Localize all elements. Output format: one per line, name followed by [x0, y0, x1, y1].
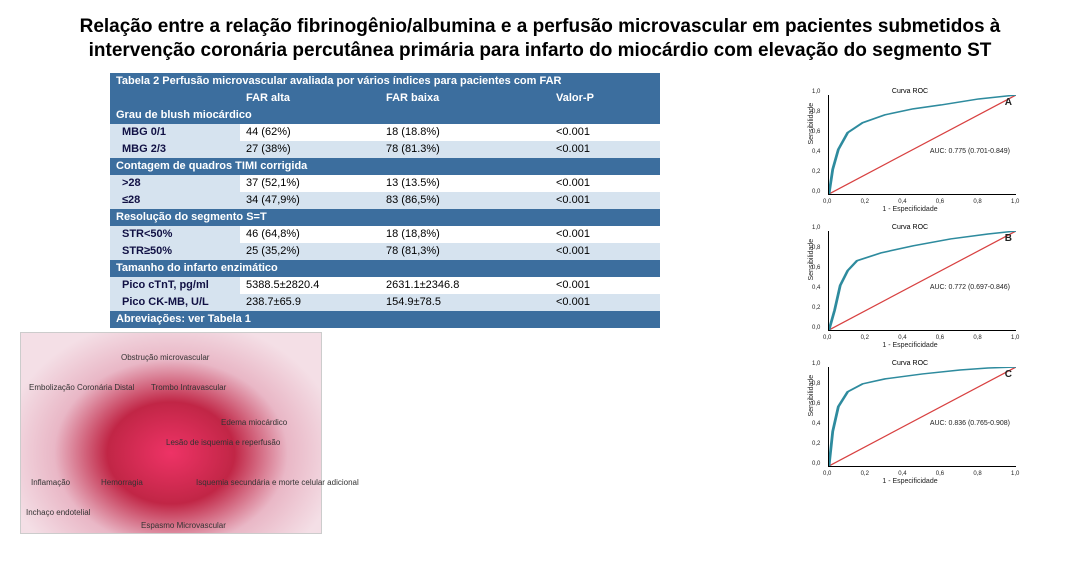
table-row: MBG 2/327 (38%)78 (81.3%)<0.001 [110, 141, 660, 158]
table-cell: 154.9±78.5 [380, 294, 550, 311]
table-cell: 78 (81,3%) [380, 243, 550, 260]
illus-label: Inflamação [31, 478, 70, 487]
table-cell: 83 (86,5%) [380, 192, 550, 209]
illus-label: Embolização Coronária Distal [29, 383, 134, 392]
table-cell: 27 (38%) [240, 141, 380, 158]
th-pvalue: Valor-P [550, 90, 660, 107]
table-cell: MBG 0/1 [110, 124, 240, 141]
microvascular-illustration: Obstrução microvascular Embolização Coron… [20, 332, 322, 534]
table-cell: 18 (18.8%) [380, 124, 550, 141]
table-cell: <0.001 [550, 175, 660, 192]
table-title: Tabela 2 Perfusão microvascular avaliada… [110, 73, 660, 90]
table-perfusao: Tabela 2 Perfusão microvascular avaliada… [110, 73, 660, 328]
table-cell: <0.001 [550, 294, 660, 311]
table-cell: Pico cTnT, pg/ml [110, 277, 240, 294]
main-row: Tabela 2 Perfusão microvascular avaliada… [20, 73, 1060, 534]
table-cell: 44 (62%) [240, 124, 380, 141]
illus-label: Hemorragia [101, 478, 143, 487]
illus-label: Trombo Intravascular [151, 383, 226, 392]
illus-label: Edema miocárdico [221, 418, 287, 427]
table-abbr: Abreviações: ver Tabela 1 [110, 311, 660, 328]
roc-auc: AUC: 0.775 (0.701-0.849) [930, 148, 1010, 155]
th-far-alta: FAR alta [240, 90, 380, 107]
illus-label: Espasmo Microvascular [141, 521, 226, 530]
table-cell: 46 (64,8%) [240, 226, 380, 243]
table-cell: Pico CK-MB, U/L [110, 294, 240, 311]
roc-letter: B [1005, 233, 1012, 244]
table-cell: 2631.1±2346.8 [380, 277, 550, 294]
table-cell: 34 (47,9%) [240, 192, 380, 209]
table-cell: STR≥50% [110, 243, 240, 260]
table-cell: 25 (35,2%) [240, 243, 380, 260]
illus-label: Lesão de isquemia e reperfusão [166, 438, 280, 447]
table-row: Pico CK-MB, U/L238.7±65.9154.9±78.5<0.00… [110, 294, 660, 311]
table-cell: <0.001 [550, 124, 660, 141]
th-far-baixa: FAR baixa [380, 90, 550, 107]
roc-letter: A [1005, 97, 1012, 108]
table-row: STR<50%46 (64,8%)18 (18,8%)<0.001 [110, 226, 660, 243]
table-cell: <0.001 [550, 243, 660, 260]
table-cell: <0.001 [550, 226, 660, 243]
table-cell: 37 (52,1%) [240, 175, 380, 192]
roc-auc: AUC: 0.772 (0.697-0.846) [930, 284, 1010, 291]
roc-xlabel: 1 - Especificidade [800, 342, 1020, 349]
roc-panel-B: Curva ROCSensibilidadeBAUC: 0.772 (0.697… [800, 219, 1020, 349]
roc-letter: C [1005, 369, 1012, 380]
table-cell: 18 (18,8%) [380, 226, 550, 243]
roc-plot [828, 95, 1016, 195]
page-title: Relação entre a relação fibrinogênio/alb… [50, 15, 1030, 63]
th-blank [110, 90, 240, 107]
illus-label: Isquemia secundária e morte celular adic… [196, 478, 359, 487]
table-cell: ≤28 [110, 192, 240, 209]
table-section-header: Resolução do segmento S=T [110, 209, 660, 226]
table-row: ≤2834 (47,9%)83 (86,5%)<0.001 [110, 192, 660, 209]
table-cell: <0.001 [550, 277, 660, 294]
table-cell: MBG 2/3 [110, 141, 240, 158]
table-section-header: Contagem de quadros TIMI corrigida [110, 158, 660, 175]
illus-label: Inchaço endotelial [26, 508, 91, 517]
roc-auc: AUC: 0.836 (0.765-0.908) [930, 420, 1010, 427]
left-column: Tabela 2 Perfusão microvascular avaliada… [110, 73, 770, 534]
table-row: MBG 0/144 (62%)18 (18.8%)<0.001 [110, 124, 660, 141]
roc-panel-C: Curva ROCSensibilidadeCAUC: 0.836 (0.765… [800, 355, 1020, 485]
table-section-header: Tamanho do infarto enzimático [110, 260, 660, 277]
table-row: >2837 (52,1%)13 (13.5%)<0.001 [110, 175, 660, 192]
table-row: STR≥50%25 (35,2%)78 (81,3%)<0.001 [110, 243, 660, 260]
illus-label: Obstrução microvascular [121, 353, 209, 362]
table-row: Pico cTnT, pg/ml5388.5±2820.42631.1±2346… [110, 277, 660, 294]
table-cell: STR<50% [110, 226, 240, 243]
roc-plot [828, 367, 1016, 467]
roc-xlabel: 1 - Especificidade [800, 478, 1020, 485]
table-cell: <0.001 [550, 192, 660, 209]
table-cell: <0.001 [550, 141, 660, 158]
roc-plot [828, 231, 1016, 331]
table-cell: 5388.5±2820.4 [240, 277, 380, 294]
table-cell: 78 (81.3%) [380, 141, 550, 158]
table-cell: 238.7±65.9 [240, 294, 380, 311]
table-cell: >28 [110, 175, 240, 192]
roc-xlabel: 1 - Especificidade [800, 206, 1020, 213]
roc-panel-A: Curva ROCSensibilidadeAAUC: 0.775 (0.701… [800, 83, 1020, 213]
table-cell: 13 (13.5%) [380, 175, 550, 192]
table-section-header: Grau de blush miocárdico [110, 107, 660, 124]
roc-column: Curva ROCSensibilidadeAAUC: 0.775 (0.701… [800, 83, 1020, 485]
